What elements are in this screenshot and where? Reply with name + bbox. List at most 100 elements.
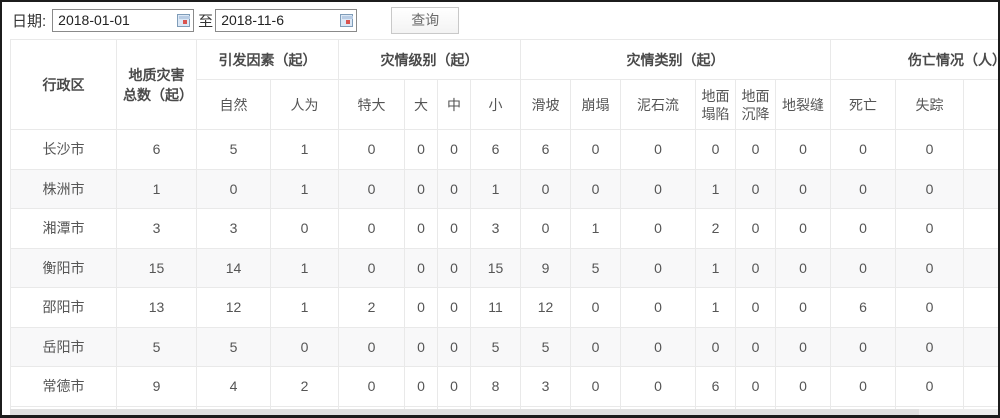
value-cell: 2: [270, 366, 339, 407]
region-cell: 常德市: [10, 366, 117, 407]
value-cell: 0: [775, 168, 831, 209]
value-cell: 0: [270, 208, 339, 249]
date-filter-bar: 日期: 至 查询: [2, 2, 998, 38]
header-small: 小: [470, 79, 521, 130]
value-cell: 0: [620, 366, 696, 407]
header-natural: 自然: [196, 79, 271, 130]
calendar-icon[interactable]: [340, 13, 354, 27]
header-ground-subsidence: 地面沉降: [735, 79, 776, 130]
value-cell: 0: [570, 287, 621, 328]
date-to-box: [215, 8, 358, 32]
value-cell: 0: [735, 326, 776, 367]
value-cell: 1: [695, 247, 736, 288]
value-cell: 6: [520, 129, 571, 170]
value-cell: 0: [620, 208, 696, 249]
region-cell: 衡阳市: [10, 247, 117, 288]
header-medium: 中: [437, 79, 471, 130]
header-region: 行政区: [10, 39, 117, 130]
value-cell: 5: [196, 129, 271, 170]
value-cell: 0: [404, 129, 438, 170]
value-cell: 0: [570, 366, 621, 407]
value-cell: 0: [620, 168, 696, 209]
value-cell: 5: [570, 247, 621, 288]
table-row: 株洲市 1 0 1 0 0 0 1 0 0 0 1 0 0 0 0: [10, 168, 998, 209]
calendar-icon[interactable]: [177, 13, 191, 27]
value-cell: 0: [437, 247, 471, 288]
value-cell: 9: [116, 366, 197, 407]
header-missing: 失踪: [895, 79, 964, 130]
value-cell: 0: [338, 208, 405, 249]
date-label: 日期:: [12, 12, 47, 30]
header-group-cause: 引发因素（起）: [196, 39, 339, 80]
value-cell: 0: [437, 168, 471, 209]
value-cell: 0: [895, 129, 964, 170]
scrollbar-thumb[interactable]: [10, 409, 919, 415]
value-cell: 3: [520, 366, 571, 407]
value-cell: 1: [270, 129, 339, 170]
value-cell: 0: [338, 326, 405, 367]
header-landslide: 滑坡: [520, 79, 571, 130]
value-cell: 0: [895, 247, 964, 288]
horizontal-scrollbar[interactable]: [10, 409, 998, 415]
table-row: 湘潭市 3 3 0 0 0 0 3 0 1 0 2 0 0 0 0: [10, 208, 998, 249]
disaster-table-wrap: 行政区 地质灾害总数（起） 引发因素（起） 灾情级别（起） 灾情类别（起） 伤亡…: [10, 39, 998, 415]
value-cell: 0: [895, 326, 964, 367]
value-cell: 1: [270, 287, 339, 328]
value-cell: 12: [520, 287, 571, 328]
value-cell: 0: [404, 366, 438, 407]
value-cell: 0: [570, 326, 621, 367]
value-cell: 6: [695, 366, 736, 407]
value-cell: 0: [735, 366, 776, 407]
table-row: 衡阳市 15 14 1 0 0 0 15 9 5 0 1 0 0 0 0: [10, 247, 998, 288]
value-cell: 5: [470, 326, 521, 367]
value-cell: 13: [116, 287, 197, 328]
value-cell: 0: [830, 129, 896, 170]
value-cell: 0: [404, 326, 438, 367]
region-cell: 长沙市: [10, 129, 117, 170]
value-cell: 0: [520, 208, 571, 249]
value-cell: 12: [196, 287, 271, 328]
value-cell: 0: [895, 168, 964, 209]
value-cell: 3: [470, 208, 521, 249]
header-human: 人为: [270, 79, 339, 130]
value-cell: 0: [695, 129, 736, 170]
header-extra-large: 特大: [338, 79, 405, 130]
value-cell: 0: [735, 129, 776, 170]
value-cell: 0: [775, 129, 831, 170]
value-cell: 1: [470, 168, 521, 209]
date-from-box: [52, 8, 195, 32]
value-cell: 3: [116, 208, 197, 249]
value-cell: 0: [437, 208, 471, 249]
header-collapse: 崩塌: [570, 79, 621, 130]
value-cell: 1: [695, 287, 736, 328]
value-cell: 0: [735, 168, 776, 209]
date-to-input[interactable]: [215, 8, 358, 32]
header-deaths: 死亡: [830, 79, 896, 130]
header-total: 地质灾害总数（起）: [116, 39, 197, 130]
value-cell: 0: [775, 208, 831, 249]
value-cell: 0: [620, 129, 696, 170]
region-cell: 湘潭市: [10, 208, 117, 249]
clipped-cell: [963, 326, 998, 367]
value-cell: 0: [620, 287, 696, 328]
value-cell: 11: [470, 287, 521, 328]
value-cell: 0: [404, 247, 438, 288]
value-cell: 0: [404, 168, 438, 209]
date-to-label: 至: [198, 12, 214, 30]
value-cell: 0: [196, 168, 271, 209]
value-cell: 15: [116, 247, 197, 288]
date-from-input[interactable]: [52, 8, 195, 32]
value-cell: 14: [196, 247, 271, 288]
query-button[interactable]: 查询: [391, 6, 460, 34]
value-cell: 0: [437, 366, 471, 407]
value-cell: 15: [470, 247, 521, 288]
header-ground-collapse: 地面塌陷: [695, 79, 736, 130]
clipped-cell: [963, 208, 998, 249]
value-cell: 9: [520, 247, 571, 288]
value-cell: 1: [116, 168, 197, 209]
value-cell: 0: [775, 326, 831, 367]
value-cell: 0: [830, 208, 896, 249]
value-cell: 0: [270, 326, 339, 367]
table-row: 常德市 9 4 2 0 0 0 8 3 0 0 6 0 0 0 0: [10, 366, 998, 407]
value-cell: 0: [830, 168, 896, 209]
